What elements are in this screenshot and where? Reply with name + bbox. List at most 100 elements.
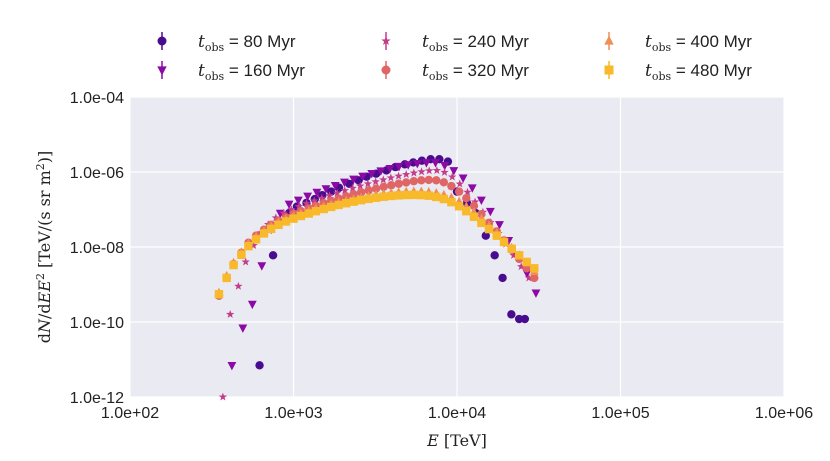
data-point: [409, 177, 418, 186]
data-point: [412, 159, 422, 169]
data-point: [244, 242, 253, 251]
x-tick-labels: 1.0e+02 1.0e+03 1.0e+04 1.0e+05 1.0e+06: [101, 405, 813, 422]
data-point: [303, 192, 313, 201]
data-point: [218, 392, 228, 401]
grid-lines: [129, 96, 785, 398]
y-tick-label: 1.0e-12: [70, 390, 124, 407]
data-point: [517, 262, 526, 271]
data-point: [531, 289, 541, 298]
data-point: [325, 191, 334, 200]
data-point: [266, 224, 276, 234]
data-point: [302, 199, 311, 208]
data-point: [448, 172, 457, 181]
data-point: [522, 257, 531, 267]
data-point: [294, 202, 304, 211]
data-point: [321, 185, 331, 194]
y-tick-label: 1.0e-04: [70, 90, 124, 107]
data-point: [226, 309, 235, 318]
data-point: [363, 179, 373, 188]
y-axis-label: dN/dEE2 [TeV/(s sr m2)]: [34, 151, 55, 344]
y-tick-label: 1.0e-08: [70, 240, 124, 257]
data-point: [251, 235, 261, 244]
data-point: [499, 237, 509, 247]
x-tick-label: 1.0e+03: [264, 405, 322, 422]
legend-marker: [381, 36, 391, 45]
legend-label: tobs = 80 Myr: [198, 32, 296, 54]
legend-marker: [381, 65, 391, 75]
y-tick-labels: 1.0e-12 1.0e-10 1.0e-08 1.0e-06 1.0e-04: [70, 90, 124, 407]
data-point: [417, 167, 426, 176]
data-point: [234, 281, 243, 290]
data-point: [222, 273, 231, 283]
data-point: [524, 273, 534, 282]
data-point: [447, 197, 456, 207]
x-tick-label: 1.0e+05: [591, 405, 649, 422]
legend: tobs = 80 Myr tobs = 160 Myr tobs = 240 My…: [157, 32, 752, 83]
y-tick-label: 1.0e-10: [70, 315, 124, 332]
data-point: [402, 190, 411, 200]
data-point: [467, 184, 477, 193]
data-point: [259, 229, 269, 238]
data-point: [431, 159, 440, 168]
data-point: [385, 165, 395, 174]
data-point: [440, 167, 449, 176]
data-point: [470, 197, 480, 206]
data-point: [520, 314, 530, 324]
data-point: [237, 250, 246, 259]
data-point: [469, 212, 479, 221]
data-point: [509, 250, 518, 259]
data-point: [238, 324, 248, 333]
data-point: [371, 193, 381, 202]
data-point: [422, 159, 431, 168]
data-point: [349, 175, 358, 185]
data-point: [387, 181, 396, 190]
data-point: [484, 224, 494, 234]
legend-entry: tobs = 320 Myr: [381, 61, 529, 83]
data-point: [477, 218, 486, 228]
data-point: [462, 207, 471, 216]
data-point: [312, 188, 322, 198]
legend-label: tobs = 480 Myr: [645, 61, 752, 83]
legend-marker: [157, 66, 167, 76]
data-point: [379, 192, 388, 201]
data-point: [268, 251, 278, 260]
legend-entry: tobs = 80 Myr: [157, 32, 296, 54]
data-point: [432, 176, 441, 185]
data-point: [284, 200, 294, 210]
data-point: [402, 170, 411, 179]
data-point: [348, 183, 357, 192]
legend-label: tobs = 400 Myr: [645, 32, 752, 54]
data-point: [326, 202, 336, 212]
data-point: [394, 171, 403, 180]
legend-label: tobs = 240 Myr: [422, 32, 529, 54]
data-point: [492, 231, 501, 240]
data-point: [356, 196, 366, 205]
data-point: [447, 181, 456, 191]
data-point: [439, 194, 449, 204]
legend-marker: [157, 36, 167, 46]
data-point: [281, 217, 291, 226]
data-point: [356, 181, 365, 190]
x-axis-label-text: E [TeV]: [426, 431, 487, 450]
legend-entry: tobs = 240 Myr: [381, 32, 529, 54]
data-point: [454, 187, 464, 196]
data-point: [481, 231, 490, 240]
data-point: [293, 196, 303, 205]
data-point: [345, 179, 354, 189]
data-point: [376, 167, 386, 176]
data-point: [379, 182, 388, 192]
data-point: [440, 162, 450, 171]
legend-label: tobs = 320 Myr: [422, 61, 529, 83]
data-point: [458, 174, 468, 183]
data-point: [439, 178, 449, 187]
data-point: [255, 361, 264, 370]
data-point: [358, 172, 368, 182]
data-point: [530, 273, 539, 283]
series-5: [214, 190, 539, 299]
data-point: [449, 167, 459, 176]
data-point: [462, 194, 471, 203]
legend-entry: tobs = 400 Myr: [604, 32, 752, 54]
data-point: [371, 184, 381, 193]
data-point: [317, 193, 326, 202]
